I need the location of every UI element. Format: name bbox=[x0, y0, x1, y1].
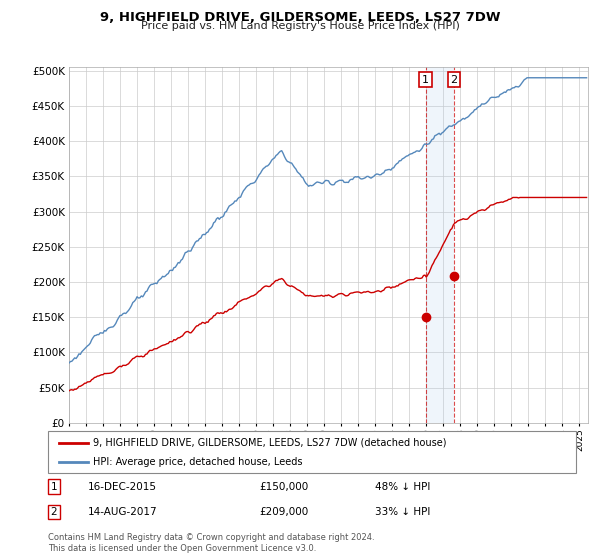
Text: 1: 1 bbox=[50, 482, 57, 492]
Text: 48% ↓ HPI: 48% ↓ HPI bbox=[376, 482, 431, 492]
Text: 2: 2 bbox=[50, 507, 57, 517]
Text: Price paid vs. HM Land Registry's House Price Index (HPI): Price paid vs. HM Land Registry's House … bbox=[140, 21, 460, 31]
Text: Contains HM Land Registry data © Crown copyright and database right 2024.
This d: Contains HM Land Registry data © Crown c… bbox=[48, 533, 374, 553]
Text: 16-DEC-2015: 16-DEC-2015 bbox=[88, 482, 157, 492]
Text: HPI: Average price, detached house, Leeds: HPI: Average price, detached house, Leed… bbox=[93, 457, 302, 467]
Text: 33% ↓ HPI: 33% ↓ HPI bbox=[376, 507, 431, 517]
Text: £150,000: £150,000 bbox=[259, 482, 308, 492]
Text: 1: 1 bbox=[422, 74, 429, 85]
Text: 14-AUG-2017: 14-AUG-2017 bbox=[88, 507, 157, 517]
Bar bbox=[425, 67, 454, 423]
Text: 9, HIGHFIELD DRIVE, GILDERSOME, LEEDS, LS27 7DW: 9, HIGHFIELD DRIVE, GILDERSOME, LEEDS, L… bbox=[100, 11, 500, 24]
FancyBboxPatch shape bbox=[48, 431, 576, 473]
Text: 9, HIGHFIELD DRIVE, GILDERSOME, LEEDS, LS27 7DW (detached house): 9, HIGHFIELD DRIVE, GILDERSOME, LEEDS, L… bbox=[93, 437, 446, 447]
Text: 2: 2 bbox=[451, 74, 457, 85]
Text: £209,000: £209,000 bbox=[259, 507, 308, 517]
